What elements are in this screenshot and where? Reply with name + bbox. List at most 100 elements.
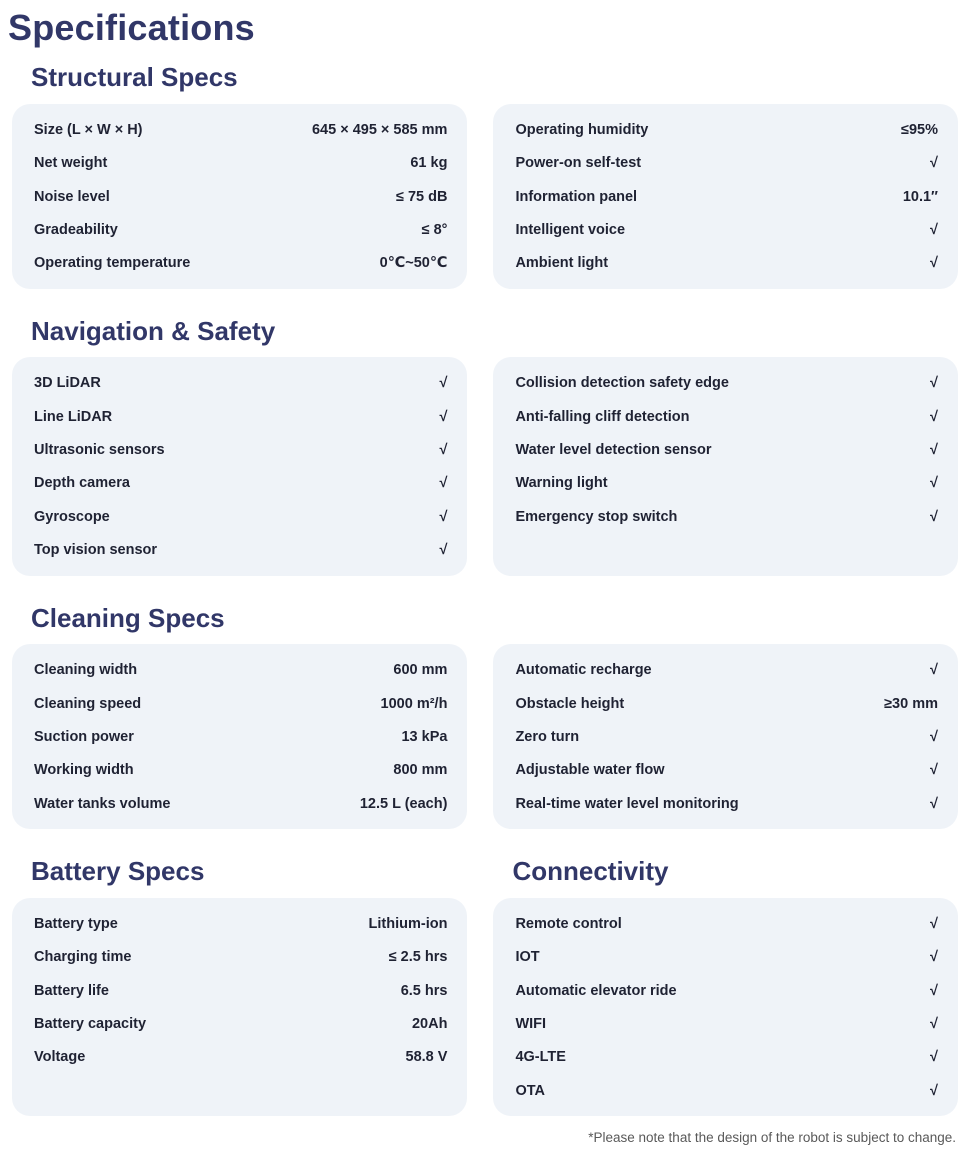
spec-row: Anti-falling cliff detection √ bbox=[515, 401, 938, 434]
spec-label: Emergency stop switch bbox=[515, 508, 678, 525]
section-cards: 3D LiDAR √ Line LiDAR √ Ultrasonic sensors √ D… bbox=[12, 357, 958, 576]
spec-label: Zero turn bbox=[515, 728, 580, 745]
spec-value-checkmark: √ bbox=[930, 949, 938, 966]
spec-row: Gradeability ≤ 8° bbox=[34, 214, 447, 247]
spec-row: Depth camera √ bbox=[34, 467, 447, 500]
spec-label: Operating humidity bbox=[515, 121, 649, 138]
spec-row: Top vision sensor √ bbox=[34, 534, 447, 567]
spec-row: Net weight 61 kg bbox=[34, 147, 447, 180]
section-structural-specs: Structural Specs Size (L × W × H) 645 × 4… bbox=[12, 61, 958, 289]
spec-value-checkmark: √ bbox=[439, 375, 448, 392]
spec-label: Gradeability bbox=[34, 221, 118, 238]
spec-label: 4G-LTE bbox=[515, 1049, 566, 1066]
spec-value: 58.8 V bbox=[405, 1049, 448, 1066]
spec-label: Top vision sensor bbox=[34, 542, 158, 559]
spec-row: Battery life 6.5 hrs bbox=[34, 975, 447, 1008]
spec-value-checkmark: √ bbox=[930, 255, 938, 272]
spec-value: 800 mm bbox=[393, 762, 448, 779]
spec-value-checkmark: √ bbox=[930, 915, 938, 932]
spec-row: OTA √ bbox=[515, 1075, 938, 1108]
spec-label: Charging time bbox=[34, 949, 132, 966]
spec-card-battery: Battery type Lithium-ion Charging time ≤ 2.… bbox=[12, 897, 468, 1117]
spec-row: Ambient light √ bbox=[515, 247, 938, 280]
spec-row: Obstacle height ≥30 mm bbox=[515, 688, 938, 721]
spec-label: Ultrasonic sensors bbox=[34, 442, 165, 459]
spec-row: Warning light √ bbox=[515, 467, 938, 500]
spec-label: Information panel bbox=[515, 188, 638, 205]
spec-label: Automatic recharge bbox=[515, 662, 652, 679]
spec-value-checkmark: √ bbox=[930, 662, 938, 679]
spec-row: IOT √ bbox=[515, 941, 938, 974]
spec-label: Working width bbox=[34, 762, 134, 779]
spec-value: ≤ 2.5 hrs bbox=[388, 949, 448, 966]
spec-card-structural-right: Operating humidity ≤95% Power-on self-test… bbox=[493, 103, 958, 289]
spec-row: Water level detection sensor √ bbox=[515, 434, 938, 467]
spec-label: IOT bbox=[515, 949, 540, 966]
spec-row: Battery type Lithium-ion bbox=[34, 908, 447, 941]
spec-value: 61 kg bbox=[410, 155, 448, 172]
spec-value-checkmark: √ bbox=[930, 408, 938, 425]
spec-row: Noise level ≤ 75 dB bbox=[34, 181, 447, 214]
section-connectivity: Connectivity Remote control √ IOT √ Automati… bbox=[493, 855, 958, 1117]
spec-row: Zero turn √ bbox=[515, 721, 938, 754]
spec-label: Cleaning width bbox=[34, 662, 138, 679]
spec-label: Battery capacity bbox=[34, 1015, 147, 1032]
spec-value: ≥30 mm bbox=[884, 695, 938, 712]
section-heading-cleaning: Cleaning Specs bbox=[31, 602, 225, 633]
spec-label: Battery life bbox=[34, 982, 109, 999]
spec-row: Water tanks volume 12.5 L (each) bbox=[34, 788, 447, 821]
spec-value: 13 kPa bbox=[401, 728, 448, 745]
spec-label: Water level detection sensor bbox=[515, 442, 712, 459]
section-navigation-safety: Navigation & Safety 3D LiDAR √ Line LiDAR √… bbox=[12, 315, 958, 576]
bottom-sections: Battery Specs Battery type Lithium-ion Cha… bbox=[12, 855, 958, 1117]
section-heading-battery: Battery Specs bbox=[31, 856, 205, 887]
spec-label: Gyroscope bbox=[34, 508, 110, 525]
spec-label: Adjustable water flow bbox=[515, 762, 665, 779]
spec-row: Charging time ≤ 2.5 hrs bbox=[34, 941, 447, 974]
spec-label: Line LiDAR bbox=[34, 408, 113, 425]
spec-label: Noise level bbox=[34, 188, 110, 205]
spec-label: Ambient light bbox=[515, 255, 609, 272]
spec-value-checkmark: √ bbox=[439, 542, 448, 559]
spec-value: 6.5 hrs bbox=[400, 982, 448, 999]
spec-value: 20Ah bbox=[411, 1015, 448, 1032]
spec-row: Automatic recharge √ bbox=[515, 654, 938, 687]
section-heading-navigation: Navigation & Safety bbox=[31, 315, 276, 346]
spec-row: Remote control √ bbox=[515, 908, 938, 941]
section-cards: Size (L × W × H) 645 × 495 × 585 mm Net we… bbox=[12, 103, 958, 289]
spec-value-checkmark: √ bbox=[930, 442, 938, 459]
spec-row: Size (L × W × H) 645 × 495 × 585 mm bbox=[34, 114, 447, 147]
spec-label: 3D LiDAR bbox=[34, 375, 101, 392]
spec-label: Suction power bbox=[34, 728, 134, 745]
spec-label: OTA bbox=[515, 1082, 545, 1099]
spec-label: Cleaning speed bbox=[34, 695, 142, 712]
spec-value-checkmark: √ bbox=[930, 1049, 938, 1066]
spec-label: Voltage bbox=[34, 1049, 86, 1066]
spec-value: 0℃~50℃ bbox=[379, 255, 448, 272]
spec-row: Voltage 58.8 V bbox=[34, 1041, 447, 1074]
spec-label: Water tanks volume bbox=[34, 795, 171, 812]
spec-value: 1000 m²/h bbox=[380, 695, 448, 712]
spec-value-checkmark: √ bbox=[930, 508, 938, 525]
spec-row: Operating humidity ≤95% bbox=[515, 114, 938, 147]
spec-value-checkmark: √ bbox=[930, 795, 938, 812]
spec-row: Gyroscope √ bbox=[34, 501, 447, 534]
spec-row: 4G-LTE √ bbox=[515, 1041, 938, 1074]
spec-value: ≤95% bbox=[901, 121, 938, 138]
spec-card-navigation-left: 3D LiDAR √ Line LiDAR √ Ultrasonic sensors √ D… bbox=[12, 357, 468, 576]
spec-card-cleaning-right: Automatic recharge √ Obstacle height ≥30 mm… bbox=[493, 644, 958, 830]
spec-value-checkmark: √ bbox=[930, 1082, 938, 1099]
spec-label: Remote control bbox=[515, 915, 622, 932]
spec-label: Real-time water level monitoring bbox=[515, 795, 739, 812]
spec-label: Anti-falling cliff detection bbox=[515, 408, 690, 425]
spec-label: Automatic elevator ride bbox=[515, 982, 677, 999]
spec-row: WIFI √ bbox=[515, 1008, 938, 1041]
section-cards: Cleaning width 600 mm Cleaning speed 1000 m… bbox=[12, 644, 958, 830]
spec-label: Obstacle height bbox=[515, 695, 625, 712]
spec-label: Size (L × W × H) bbox=[34, 121, 143, 138]
spec-value-checkmark: √ bbox=[930, 375, 938, 392]
spec-value-checkmark: √ bbox=[439, 408, 448, 425]
spec-row: Working width 800 mm bbox=[34, 754, 447, 787]
section-heading-connectivity: Connectivity bbox=[512, 856, 669, 887]
spec-value: ≤ 8° bbox=[421, 221, 448, 238]
